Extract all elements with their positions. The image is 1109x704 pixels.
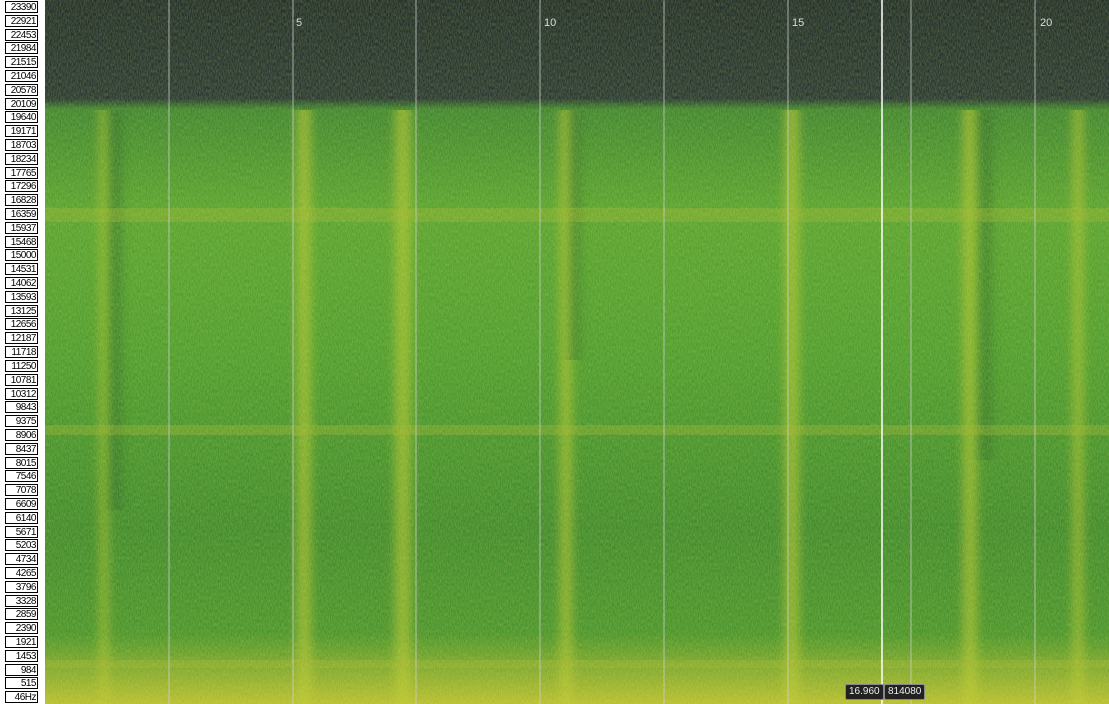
- frequency-label: 6140: [5, 511, 38, 524]
- frequency-label: 17765: [5, 166, 38, 179]
- frequency-label: 3328: [5, 594, 38, 607]
- frequency-label: 13593: [5, 290, 38, 303]
- frequency-label: 21046: [5, 70, 38, 83]
- frequency-label: 20109: [5, 97, 38, 110]
- frequency-label: 11718: [5, 346, 38, 359]
- time-label: 20: [1040, 17, 1052, 29]
- frequency-label: 21515: [5, 56, 38, 69]
- frequency-label: 10312: [5, 387, 38, 400]
- frequency-label: 1921: [5, 635, 38, 648]
- frequency-label: 5671: [5, 525, 38, 538]
- frequency-label: 16828: [5, 194, 38, 207]
- frequency-label: 22453: [5, 28, 38, 41]
- frequency-label: 15468: [5, 235, 38, 248]
- time-label: 10: [544, 17, 556, 29]
- spectrum-noise: [45, 0, 1109, 704]
- frequency-label: 14062: [5, 277, 38, 290]
- frequency-label: 7546: [5, 470, 38, 483]
- frequency-label: 20578: [5, 83, 38, 96]
- cursor-sample: 814080: [884, 684, 926, 700]
- frequency-label: 10781: [5, 373, 38, 386]
- frequency-label: 22921: [5, 14, 38, 27]
- frequency-label: 515: [5, 677, 38, 690]
- time-labels: 5 10 15 20: [296, 17, 1052, 29]
- time-grid: [168, 0, 1036, 704]
- frequency-label: 17296: [5, 180, 38, 193]
- frequency-label: 5203: [5, 539, 38, 552]
- frequency-label: 9843: [5, 401, 38, 414]
- frequency-label: 1453: [5, 649, 38, 662]
- frequency-label: 13125: [5, 304, 38, 317]
- frequency-label: 15937: [5, 221, 38, 234]
- time-label: 15: [792, 17, 804, 29]
- frequency-label: 18234: [5, 152, 38, 165]
- spectrogram: 5 10 15 20: [45, 0, 1109, 704]
- frequency-label: 4734: [5, 553, 38, 566]
- frequency-ruler: 23390 22921 22453 21984 21515 21046 20578 20109…: [0, 0, 45, 704]
- frequency-label: 3796: [5, 580, 38, 593]
- frequency-label: 8906: [5, 428, 38, 441]
- frequency-label: 8437: [5, 442, 38, 455]
- frequency-label: 14531: [5, 263, 38, 276]
- frequency-label: 15000: [5, 249, 38, 262]
- frequency-label: 21984: [5, 42, 38, 55]
- frequency-label: 11250: [5, 359, 38, 372]
- frequency-label: 46Hz: [5, 691, 38, 704]
- frequency-label: 4265: [5, 566, 38, 579]
- frequency-label: 18703: [5, 139, 38, 152]
- frequency-label: 6609: [5, 497, 38, 510]
- frequency-label: 9375: [5, 415, 38, 428]
- frequency-label: 23390: [5, 1, 38, 13]
- frequency-label: 2390: [5, 622, 38, 635]
- frequency-label: 8015: [5, 456, 38, 469]
- frequency-label: 2859: [5, 608, 38, 621]
- frequency-label: 16359: [5, 208, 38, 221]
- frequency-label: 12187: [5, 332, 38, 345]
- time-label: 5: [296, 17, 302, 29]
- frequency-label: 12656: [5, 318, 38, 331]
- cursor-time: 16.960: [845, 684, 884, 700]
- frequency-label: 984: [5, 663, 38, 676]
- frequency-label: 7078: [5, 484, 38, 497]
- frequency-label: 19640: [5, 111, 38, 124]
- frequency-label: 19171: [5, 125, 38, 138]
